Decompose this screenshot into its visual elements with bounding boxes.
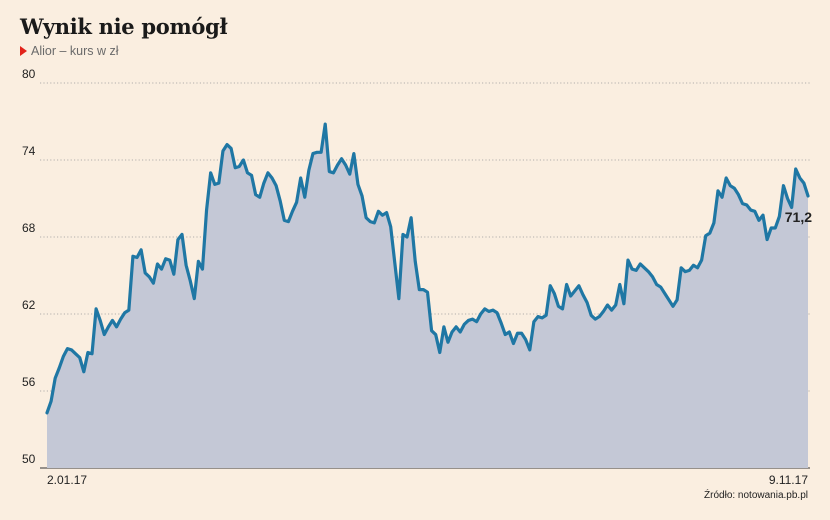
plot-area — [45, 122, 810, 468]
y-tick-label-74: 74 — [22, 144, 36, 158]
triangle-marker-icon — [20, 46, 27, 56]
chart-subtitle: Alior – kurs w zł — [20, 44, 119, 58]
y-tick-label-80: 80 — [22, 67, 36, 81]
price-line — [45, 122, 810, 415]
y-tick-label-50: 50 — [22, 452, 36, 466]
last-value-label: 71,2 — [785, 209, 812, 225]
axis-labels: 80 74 68 62 56 50 2.01.17 9.11.17 71,2 — [22, 67, 812, 487]
y-tick-label-68: 68 — [22, 221, 36, 235]
x-tick-label-start: 2.01.17 — [47, 473, 87, 487]
source-note: Źródło: notowania.pb.pl — [704, 490, 808, 501]
y-tick-label-62: 62 — [22, 298, 36, 312]
y-tick-label-56: 56 — [22, 375, 36, 389]
subtitle-text: Alior – kurs w zł — [31, 44, 119, 58]
x-tick-label-end: 9.11.17 — [769, 473, 808, 487]
chart-title: Wynik nie pomógł — [20, 14, 228, 39]
